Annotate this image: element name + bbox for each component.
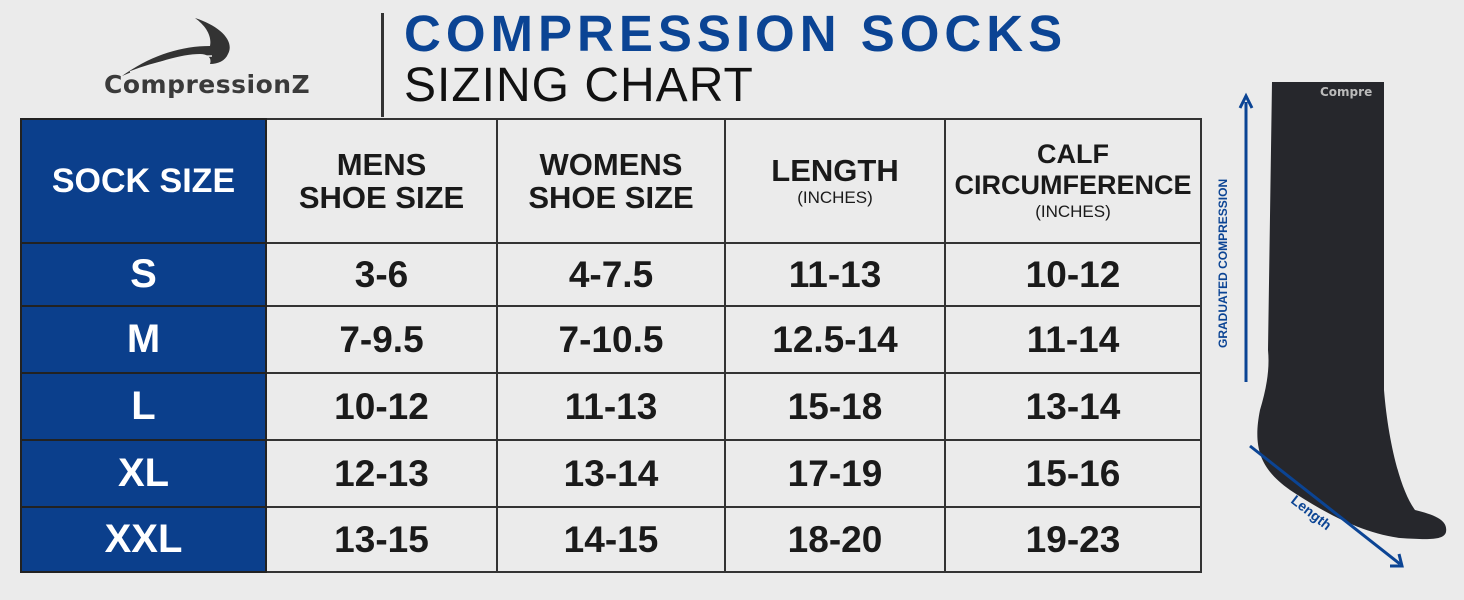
header-calf-unit: (INCHES) [1035,202,1111,221]
cell-length: 17-19 [724,439,946,508]
sock-shape [1257,82,1447,540]
header-womens-line1: WOMENS [539,147,683,182]
page-subtitle: SIZING CHART [404,59,754,112]
cell-mens: 12-13 [265,439,498,508]
header-womens: WOMENS SHOE SIZE [496,118,726,244]
cell-womens: 13-14 [496,439,726,508]
header-divider [381,13,384,117]
header-womens-line2: SHOE SIZE [528,180,694,215]
header-mens-line2: SHOE SIZE [298,180,465,215]
cell-womens: 7-10.5 [496,305,726,374]
table-row: XL 12-13 13-14 17-19 15-16 [20,439,1202,508]
cell-womens: 4-7.5 [496,242,726,307]
table-row: M 7-9.5 7-10.5 12.5-14 11-14 [20,305,1202,374]
cell-womens: 11-13 [496,372,726,441]
cell-mens: 3-6 [265,242,498,307]
cell-calf: 19-23 [944,506,1202,573]
cell-size: M [20,305,267,374]
vertical-label: GRADUATED COMPRESSION [1216,179,1230,348]
cell-size: S [20,242,267,307]
page-title: COMPRESSION SOCKS [404,5,1068,62]
arrow-diagonal-icon [1390,553,1404,568]
diagonal-arrow-line [1249,444,1401,566]
cell-calf: 15-16 [944,439,1202,508]
table-row: L 10-12 11-13 15-18 13-14 [20,372,1202,441]
header-sock-size: SOCK SIZE [20,118,267,244]
cell-mens: 10-12 [265,372,498,441]
header-mens-line1: MENS [336,147,427,182]
cell-calf: 11-14 [944,305,1202,374]
cell-size: XXL [20,506,267,573]
table-row: S 3-6 4-7.5 11-13 10-12 [20,242,1202,307]
header-calf: CALF CIRCUMFERENCE (INCHES) [944,118,1202,244]
cell-mens: 13-15 [265,506,498,573]
cell-size: XL [20,439,267,508]
cell-length: 11-13 [724,242,946,307]
brand-name: CompressionZ [104,70,311,99]
cell-length: 18-20 [724,506,946,573]
sock-illustration: Compre GRADUATED COMPRESSION Length [1216,82,1447,568]
cell-length: 12.5-14 [724,305,946,374]
cell-womens: 14-15 [496,506,726,573]
header-mens: MENS SHOE SIZE [265,118,498,244]
sock-brand-text: Compre [1320,85,1372,99]
cell-mens: 7-9.5 [265,305,498,374]
cell-length: 15-18 [724,372,946,441]
table-header-row: SOCK SIZE MENS SHOE SIZE WOMENS SHOE SIZE … [20,118,1202,244]
cell-calf: 10-12 [944,242,1202,307]
header-length: LENGTH (INCHES) [724,118,946,244]
header-calf-line2: CIRCUMFERENCE [954,170,1192,200]
arrow-up-icon [1238,92,1254,109]
cell-size: L [20,372,267,441]
header-length-label: LENGTH [771,152,899,188]
header-calf-line1: CALF [1037,139,1109,169]
header-length-unit: (INCHES) [797,187,873,207]
cell-calf: 13-14 [944,372,1202,441]
brand-logo-swoosh-icon [122,18,230,76]
sizing-table: SOCK SIZE MENS SHOE SIZE WOMENS SHOE SIZE … [20,118,1202,573]
table-row: XXL 13-15 14-15 18-20 19-23 [20,506,1202,573]
